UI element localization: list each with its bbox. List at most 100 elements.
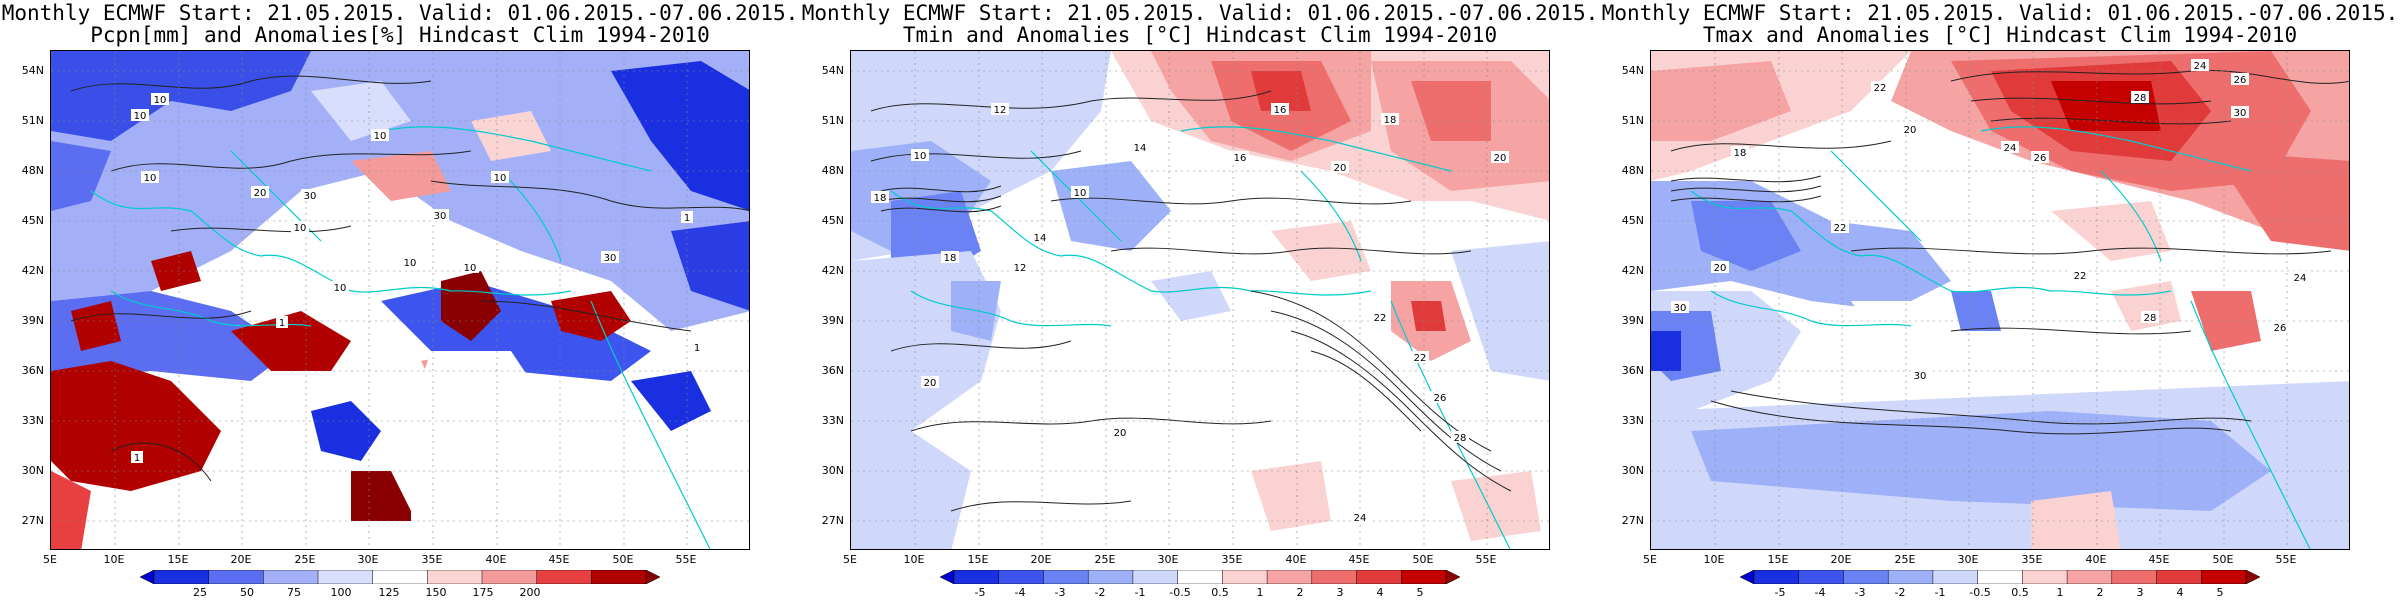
colorbar-segment (953, 570, 1000, 584)
colorbar-segment (2111, 570, 2158, 584)
contour-label: 24 (2194, 61, 2207, 72)
colorbar-segment (263, 570, 319, 584)
colorbar-tick: -4 (1014, 586, 1026, 599)
panel-title-line1: Monthly ECMWF Start: 21.05.2015. Valid: … (1601, 1, 2399, 25)
colorbar-segment (1887, 570, 1934, 584)
lat-label: 33N (21, 414, 44, 427)
lon-label: 15E (967, 553, 989, 566)
lon-label: 5E (43, 553, 57, 566)
colorbar-segment (1356, 570, 1403, 584)
lat-label: 48N (821, 164, 844, 177)
lat-label: 36N (1621, 364, 1644, 377)
lat-label: 45N (821, 214, 844, 227)
colorbar-left-arrow (940, 570, 955, 584)
contour-label: 12 (994, 105, 1007, 116)
colorbar-tick: 125 (378, 586, 400, 599)
lat-label: 48N (1621, 164, 1644, 177)
colorbar-tick: 200 (519, 586, 541, 599)
colorbar-tick: 4 (2176, 586, 2184, 599)
contour-label: 16 (1234, 153, 1247, 164)
contour-label: 12 (1014, 263, 1027, 274)
lon-label: 45E (2148, 553, 2170, 566)
contour-label: 24 (1354, 513, 1367, 524)
colorbar-segment (1311, 570, 1358, 584)
lat-label: 30N (1621, 464, 1644, 477)
precipitation-colorbar (140, 570, 660, 584)
lon-label: 35E (1221, 553, 1243, 566)
tmax-colorbar (1740, 570, 2260, 584)
lon-label: 40E (2085, 553, 2107, 566)
lat-label: 48N (21, 164, 44, 177)
lon-label: 50E (1412, 553, 1434, 566)
colorbar-tick: 3 (2136, 586, 2144, 599)
contour-label: 20 (1334, 163, 1347, 174)
lat-label: 27N (1621, 514, 1644, 527)
colorbar-segment (317, 570, 374, 584)
contour-label: 18 (1384, 115, 1397, 126)
contour-label: 20 (254, 188, 267, 199)
tmax-panel: Monthly ECMWF Start: 21.05.2015. Valid: … (1600, 0, 2400, 600)
lat-label: 39N (1621, 314, 1644, 327)
colorbar-tick: -2 (1894, 586, 1906, 599)
colorbar-segment (2022, 570, 2068, 584)
contour-label: 10 (914, 151, 927, 162)
lat-label: 51N (821, 114, 844, 127)
colorbar-tick: 100 (330, 586, 352, 599)
contour-label: 26 (2274, 323, 2287, 334)
contour-label: 1 (684, 213, 690, 224)
panel-title-line1: Monthly ECMWF Start: 21.05.2015. Valid: … (801, 1, 1599, 25)
lat-label: 39N (821, 314, 844, 327)
colorbar-segment (998, 570, 1045, 584)
contour-label: 30 (604, 253, 617, 264)
lon-label: 25E (294, 553, 316, 566)
lon-label: 10E (1703, 553, 1725, 566)
colorbar-segment (2201, 570, 2247, 584)
colorbar-tick: 2 (1296, 586, 1304, 599)
contour-label: 1 (134, 453, 140, 464)
contour-label: 10 (134, 111, 147, 122)
lat-label: 45N (21, 214, 44, 227)
colorbar-right-arrow (1445, 570, 1460, 584)
colorbar-tick: -1 (1134, 586, 1146, 599)
colorbar-segment (1222, 570, 1268, 584)
colorbar-segment (153, 570, 210, 584)
colorbar-left-arrow (140, 570, 155, 584)
colorbar-segment (2156, 570, 2203, 584)
lat-label: 54N (21, 64, 44, 77)
contour-label: 24 (2004, 143, 2017, 154)
contour-label: 18 (944, 253, 957, 264)
colorbar-segment (536, 570, 593, 584)
lon-label: 15E (1767, 553, 1789, 566)
colorbar-segment (2066, 570, 2113, 584)
contour-label: 26 (1434, 393, 1447, 404)
colorbar-right-arrow (2245, 570, 2260, 584)
lon-label: 5E (1643, 553, 1657, 566)
contour-label: 10 (374, 131, 387, 142)
lon-label: 45E (548, 553, 570, 566)
colorbar-left-arrow (1740, 570, 1755, 584)
colorbar-segment (427, 570, 483, 584)
lat-label: 33N (821, 414, 844, 427)
colorbar-tick: 4 (1376, 586, 1384, 599)
contour-label: 20 (924, 378, 937, 389)
lon-label: 40E (485, 553, 507, 566)
lat-label: 30N (21, 464, 44, 477)
contour-label: 22 (1414, 353, 1427, 364)
lon-label: 20E (1830, 553, 1852, 566)
contour-label: 10 (154, 95, 167, 106)
colorbar-segment (372, 570, 429, 584)
lat-label: 27N (821, 514, 844, 527)
contour-label: 22 (1374, 313, 1387, 324)
colorbar-segment (1932, 570, 1979, 584)
colorbar-segment (591, 570, 647, 584)
contour-label: 10 (464, 263, 477, 274)
colorbar-segment (481, 570, 538, 584)
precipitation-panel: Monthly ECMWF Start: 21.05.2015. Valid: … (0, 0, 800, 600)
contour-label: 30 (304, 191, 317, 202)
panel-title-line2: Pcpn[mm] and Anomalies[%] Hindcast Clim … (90, 23, 710, 47)
contour-label: 20 (1904, 125, 1917, 136)
colorbar-tick: 2 (2096, 586, 2104, 599)
contour-label: 28 (2144, 313, 2157, 324)
colorbar-segment (1177, 570, 1224, 584)
contour-label: 30 (1914, 371, 1927, 382)
